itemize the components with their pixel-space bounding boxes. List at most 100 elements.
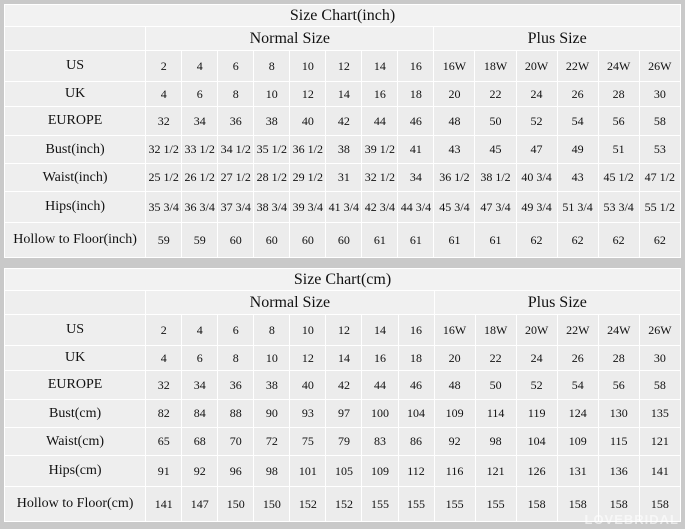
table-cell: 72 (253, 427, 291, 456)
table-cell: 62 (556, 222, 599, 258)
table-cell: 101 (289, 455, 327, 487)
table-cell: 59 (145, 222, 183, 258)
table-cell: 27 1/2 (217, 163, 255, 192)
table-cell: 55 1/2 (638, 191, 682, 223)
table-cell: 54 (556, 106, 599, 136)
table-cell: 10 (253, 345, 291, 371)
table-cell: 60 (289, 222, 327, 258)
table-cell: 16 (361, 81, 399, 107)
table-cell: 48 (433, 370, 476, 400)
table-cell: 141 (145, 486, 183, 522)
table-cell: 121 (638, 427, 682, 456)
row-label: EUROPE (3, 106, 147, 136)
table-cell: 28 1/2 (253, 163, 291, 192)
table-cell: 4 (145, 345, 183, 371)
table-cell: 32 (145, 106, 183, 136)
group-header-row: Normal Size Plus Size (3, 290, 682, 315)
table-cell: 47 3/4 (474, 191, 517, 223)
blank-cell (3, 290, 147, 315)
table-cell: 136 (597, 455, 640, 487)
table-cell: 10 (253, 81, 291, 107)
table-row: Hips(cm) 91 92 96 98 101 105 109 112 116 121 126 131… (3, 455, 682, 487)
table-cell: 12 (325, 314, 363, 346)
table-cell: 109 (433, 399, 476, 428)
table-cell: 91 (145, 455, 183, 487)
table-cell: 61 (397, 222, 435, 258)
table-cell: 14 (325, 81, 363, 107)
table-cell: 2 (145, 50, 183, 82)
plus-size-header: Plus Size (433, 290, 682, 315)
table-cell: 58 (638, 106, 682, 136)
row-label: Hips(cm) (3, 455, 147, 487)
table-cell: 22 (474, 345, 517, 371)
table-cell: 20W (515, 50, 558, 82)
table-cell: 52 (515, 106, 558, 136)
table-cell: 37 3/4 (217, 191, 255, 223)
table-cell: 51 (597, 135, 640, 164)
chart-title: Size Chart(inch) (4, 4, 681, 27)
table-cell: 158 (515, 486, 558, 522)
table-cell: 40 3/4 (515, 163, 558, 192)
table-cell: 56 (597, 370, 640, 400)
table-cell: 44 3/4 (397, 191, 435, 223)
table-cell: 36 (217, 370, 255, 400)
table-cell: 40 (289, 370, 327, 400)
row-label: US (3, 314, 147, 346)
table-cell: 70 (217, 427, 255, 456)
table-cell: 49 (556, 135, 599, 164)
title-row: Size Chart(inch) (4, 4, 681, 27)
table-cell: 135 (638, 399, 682, 428)
table-cell: 10 (289, 314, 327, 346)
table-cell: 4 (181, 50, 219, 82)
table-cell: 16 (361, 345, 399, 371)
table-cell: 109 (361, 455, 399, 487)
table-cell: 104 (515, 427, 558, 456)
table-cell: 96 (217, 455, 255, 487)
table-cell: 158 (638, 486, 682, 522)
row-label: Bust(cm) (3, 399, 147, 428)
table-cell: 34 (181, 370, 219, 400)
table-cell: 90 (253, 399, 291, 428)
table-cell: 34 (181, 106, 219, 136)
table-cell: 60 (217, 222, 255, 258)
table-cell: 86 (397, 427, 435, 456)
table-cell: 62 (515, 222, 558, 258)
table-row: Hips(inch) 35 3/4 36 3/4 37 3/4 38 3/4 39 3/4… (3, 191, 682, 223)
table-cell: 41 (397, 135, 435, 164)
table-cell: 114 (474, 399, 517, 428)
table-cell: 16W (433, 50, 476, 82)
table-cell: 119 (515, 399, 558, 428)
table-row: Bust(inch) 32 1/2 33 1/2 34 1/2 35 1/2 36 1/2… (3, 135, 682, 164)
table-cell: 79 (325, 427, 363, 456)
table-cell: 50 (474, 106, 517, 136)
row-label: UK (3, 81, 147, 107)
table-cell: 8 (253, 50, 291, 82)
table-cell: 18W (474, 50, 517, 82)
table-cell: 60 (325, 222, 363, 258)
table-cell: 53 (638, 135, 682, 164)
table-cell: 124 (556, 399, 599, 428)
table-cell: 150 (217, 486, 255, 522)
table-cell: 62 (638, 222, 682, 258)
table-cell: 43 (433, 135, 476, 164)
group-header-row: Normal Size Plus Size (3, 26, 681, 51)
table-cell: 32 (145, 370, 183, 400)
table-cell: 41 3/4 (325, 191, 363, 223)
size-chart-cm: Size Chart(cm) Normal Size Plus Size US 2 4 6 8… (3, 268, 682, 522)
table-cell: 49 3/4 (515, 191, 558, 223)
table-row: Waist(cm) 65 68 70 72 75 79 83 86 92 98 104 109 115 12… (3, 427, 682, 456)
table-cell: 100 (361, 399, 399, 428)
table-cell: 147 (181, 486, 219, 522)
table-cell: 93 (289, 399, 327, 428)
table-cell: 92 (181, 455, 219, 487)
table-cell: 39 3/4 (289, 191, 327, 223)
table-cell: 34 (397, 163, 435, 192)
table-cell: 52 (515, 370, 558, 400)
table-row: Waist(inch) 25 1/2 26 1/2 27 1/2 28 1/2 29 1/… (3, 163, 682, 192)
normal-size-header: Normal Size (145, 26, 435, 51)
table-cell: 43 (556, 163, 599, 192)
table-row: Hollow to Floor(inch) 59 59 60 60 60 60 61 61 61 6… (3, 222, 682, 258)
table-cell: 59 (181, 222, 219, 258)
table-cell: 6 (217, 314, 255, 346)
table-cell: 10 (289, 50, 327, 82)
